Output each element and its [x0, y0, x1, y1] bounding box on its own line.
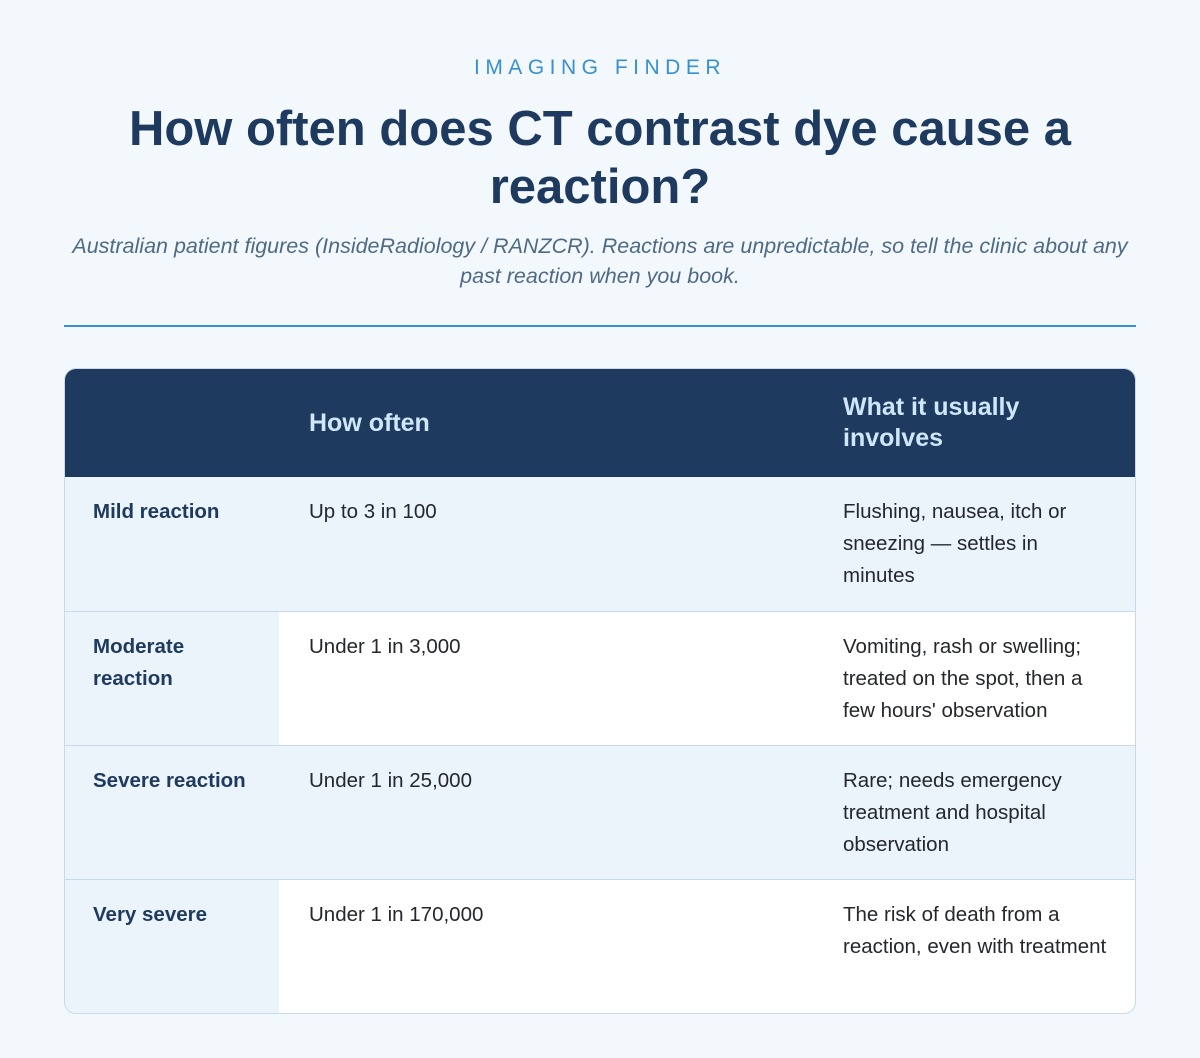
row-category: Moderate reaction: [65, 610, 279, 745]
row-category: Mild reaction: [65, 477, 279, 611]
column-header-how-often: How often: [279, 369, 815, 477]
page-title: How often does CT contrast dye cause a r…: [128, 102, 1072, 214]
column-header-category: [65, 369, 279, 477]
row-involves: The risk of death from a reaction, even …: [815, 878, 1135, 1013]
row-frequency: Up to 3 in 100: [279, 477, 815, 611]
kicker-label: IMAGING FINDER: [473, 56, 726, 79]
row-involves: Rare; needs emergency treatment and hosp…: [815, 744, 1135, 879]
row-involves: Vomiting, rash or swelling; treated on t…: [815, 610, 1135, 745]
column-header-involves: What it usually involves: [815, 369, 1135, 477]
divider: [64, 325, 1136, 327]
table-row: Moderate reaction Under 1 in 3,000 Vomit…: [65, 610, 1135, 745]
table-row: Very severe Under 1 in 170,000 The risk …: [65, 878, 1135, 1013]
table-row: Severe reaction Under 1 in 25,000 Rare; …: [65, 744, 1135, 879]
reaction-table: How often What it usually involves Mild …: [65, 369, 1135, 1013]
table-body: Mild reaction Up to 3 in 100 Flushing, n…: [65, 477, 1135, 1013]
row-frequency: Under 1 in 170,000: [279, 878, 815, 1013]
row-category: Very severe: [65, 878, 279, 1013]
table-row: Mild reaction Up to 3 in 100 Flushing, n…: [65, 477, 1135, 611]
reaction-table-card: How often What it usually involves Mild …: [64, 368, 1136, 1014]
table-header-row: How often What it usually involves: [65, 369, 1135, 477]
row-frequency: Under 1 in 25,000: [279, 744, 815, 879]
page-subtitle: Australian patient figures (InsideRadiol…: [72, 234, 1128, 288]
row-involves: Flushing, nausea, itch or sneezing — set…: [815, 477, 1135, 611]
row-frequency: Under 1 in 3,000: [279, 610, 815, 745]
row-category: Severe reaction: [65, 744, 279, 879]
table-header: How often What it usually involves: [65, 369, 1135, 477]
